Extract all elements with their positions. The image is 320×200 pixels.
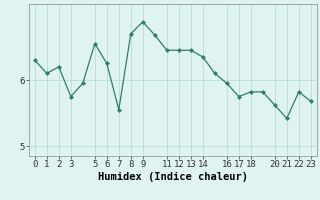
X-axis label: Humidex (Indice chaleur): Humidex (Indice chaleur): [98, 172, 248, 182]
